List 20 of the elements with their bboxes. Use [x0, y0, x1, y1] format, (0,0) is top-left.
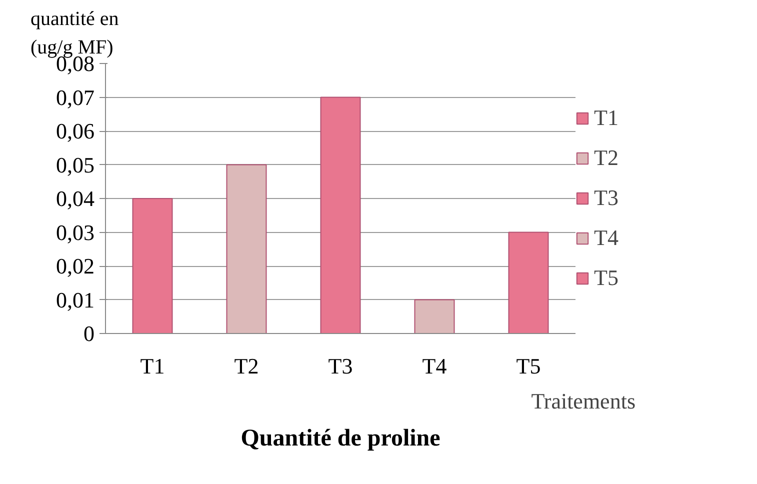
legend-label: T5: [594, 265, 618, 291]
x-tick-label: T5: [516, 354, 541, 378]
legend-label: T4: [594, 225, 618, 251]
y-tick-label: 0,07: [56, 84, 94, 110]
x-tick-label: T3: [328, 354, 353, 378]
text: Quantité de proline: [240, 426, 441, 452]
legend-label: T2: [594, 145, 618, 171]
x-tick-label: T2: [234, 354, 259, 378]
x-axis-title: Traitements: [531, 388, 636, 414]
y-tick-label: 0,03: [56, 220, 94, 245]
legend-label: T3: [594, 185, 618, 211]
y-tick-label: 0,02: [56, 254, 94, 278]
legend-label: T1: [594, 105, 618, 131]
y-tick-label: 0,06: [56, 118, 94, 144]
y-tick-label: 0,01: [56, 287, 94, 312]
x-tick-label: T1: [140, 354, 165, 378]
y-tick-label: 0,04: [56, 186, 94, 211]
y-tick-label: 0,05: [56, 152, 94, 178]
y-tick-label: 0: [84, 321, 94, 346]
x-tick-label: T4: [422, 354, 447, 378]
